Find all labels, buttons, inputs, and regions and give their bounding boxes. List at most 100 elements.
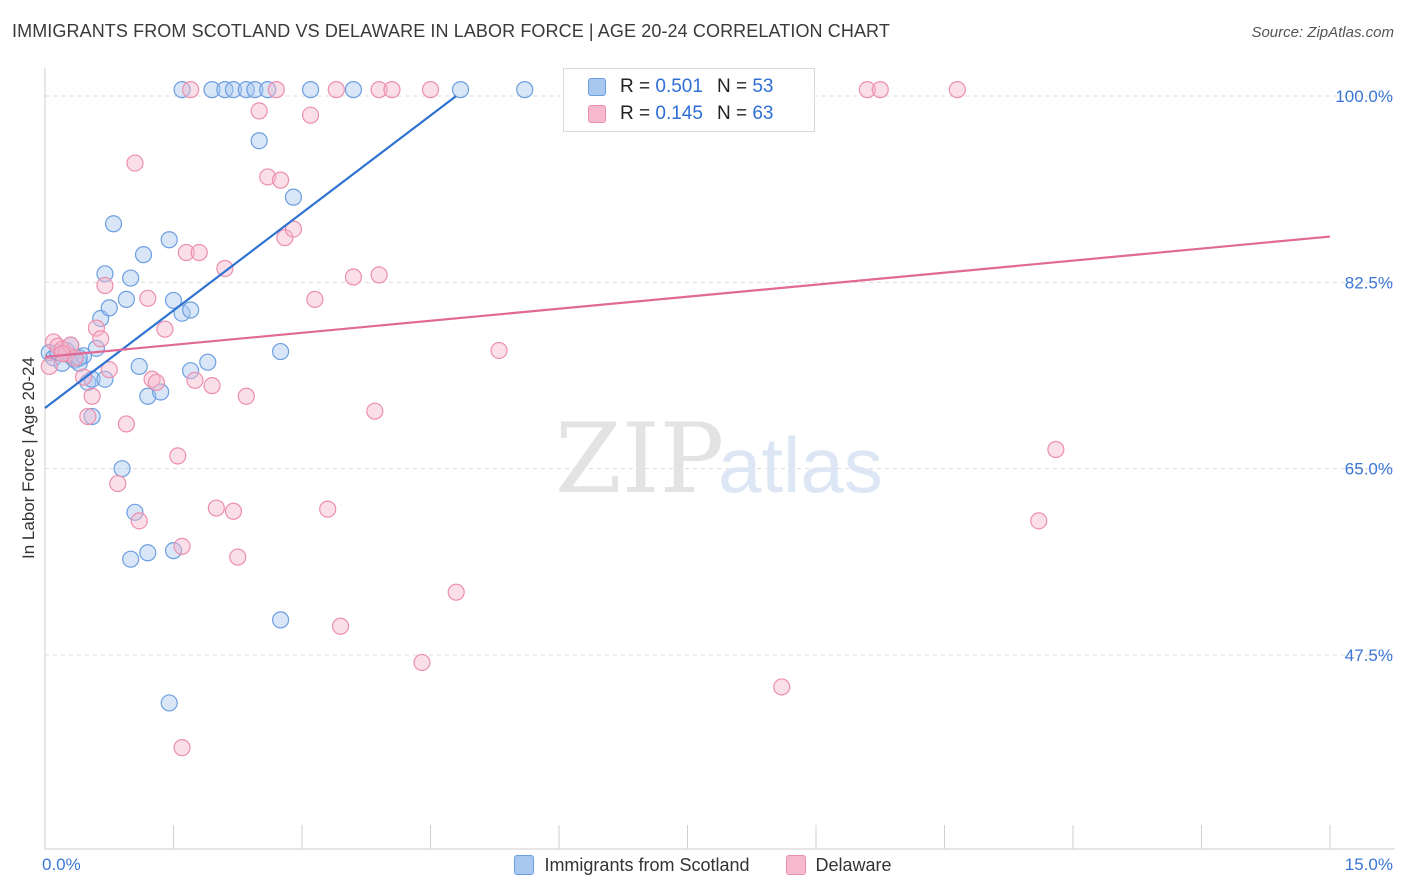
data-point-delaware [948,81,966,99]
data-points [40,81,1065,757]
data-point-delaware [319,500,337,518]
data-point-delaware [117,415,135,433]
data-point-scotland [164,542,183,560]
data-point-scotland [117,290,135,308]
data-point-scotland [182,301,200,319]
data-point-scotland [203,81,221,99]
trend-lines [44,95,1331,409]
data-point-delaware [203,377,221,395]
data-point-scotland [104,215,123,233]
legend-row-scotland: R = 0.501 N = 53 [588,74,773,100]
data-point-delaware [301,106,320,124]
x-tick-label: 0.0% [42,855,81,874]
legend-swatch-delaware [785,855,806,875]
data-point-delaware [147,373,165,392]
data-point-delaware [413,653,431,672]
data-point-scotland [160,694,178,712]
data-point-scotland [250,132,268,150]
data-point-delaware [271,171,290,189]
legend-row-delaware: R = 0.145 N = 63 [588,101,773,127]
data-point-scotland [301,81,320,99]
data-point-delaware [182,81,200,99]
legend-label-delaware: Delaware [815,854,892,875]
legend-item-scotland[interactable]: Immigrants from Scotland [514,854,750,876]
watermark-zip: ZIP [555,403,724,515]
grid-lines [45,95,1395,656]
legend-swatch-delaware [588,105,606,123]
data-point-scotland [130,357,148,376]
data-point-scotland [113,460,131,478]
tick-labels: 47.5% 65.0% 82.5% 100.0% 0.0% 15.0% [42,87,1393,874]
data-point-delaware [190,243,208,262]
data-point-scotland [344,81,362,99]
data-point-delaware [92,330,110,348]
data-point-delaware [447,583,465,601]
data-point-scotland [83,407,101,426]
data-point-delaware [224,502,243,520]
legend-item-delaware[interactable]: Delaware [785,854,892,876]
data-point-scotland [271,611,290,629]
data-point-delaware [421,81,440,99]
y-tick-label: 82.5% [1345,273,1393,292]
data-point-scotland [122,269,140,287]
data-point-delaware [207,499,225,517]
data-point-delaware [858,81,877,99]
y-tick-label: 47.5% [1345,646,1393,665]
data-point-scotland [271,342,290,361]
data-point-delaware [366,402,384,420]
legend-swatch-scotland [588,78,606,96]
data-point-delaware [126,154,144,172]
watermark-atlas: atlas [718,421,883,509]
data-point-delaware [344,268,362,286]
data-point-delaware [40,357,58,376]
data-point-scotland [152,383,170,401]
data-point-scotland [246,81,264,99]
data-point-delaware [331,617,350,635]
data-point-delaware [109,474,127,493]
data-point-delaware [370,266,388,284]
data-point-scotland [126,503,144,521]
data-point-delaware [139,289,157,307]
trend-line-scotland [44,95,457,409]
legend-r-label: R = [620,103,651,124]
data-point-scotland [160,231,178,249]
data-point-delaware [773,678,791,696]
data-point-scotland [451,81,470,99]
legend-r-value: 0.501 [655,76,703,97]
data-point-delaware [216,259,234,278]
data-point-delaware [186,371,204,389]
data-point-delaware [169,447,187,465]
y-axis-label: In Labor Force | Age 20-24 [19,357,38,559]
data-point-delaware [173,537,191,555]
legend-r-label: R = [620,76,651,97]
data-point-scotland [164,291,183,310]
data-point-scotland [134,246,153,264]
legend-label-scotland: Immigrants from Scotland [544,854,750,875]
data-point-delaware [306,290,324,308]
data-point-delaware [871,81,889,99]
data-point-delaware [327,81,345,99]
data-point-scotland [96,265,114,283]
data-point-scotland [516,81,534,99]
data-point-delaware [79,407,97,426]
data-point-delaware [173,739,191,757]
legend-n-label: N = [716,76,748,97]
data-point-delaware [237,387,255,405]
data-point-scotland [139,387,157,405]
y-tick-label: 65.0% [1345,460,1393,479]
data-point-scotland [122,550,140,568]
data-point-delaware [284,220,303,238]
series-legend: Immigrants from Scotland Delaware [0,852,1406,878]
data-point-delaware [96,276,114,295]
data-point-scotland [199,353,217,371]
data-point-delaware [1030,512,1048,530]
data-point-scotland [96,370,114,388]
legend-n-label: N = [716,103,748,124]
data-point-scotland [284,188,303,206]
data-point-delaware [267,81,285,99]
data-point-delaware [1047,440,1065,459]
trend-line-delaware [44,235,1331,358]
data-point-scotland [224,81,243,99]
data-point-scotland [100,299,118,317]
